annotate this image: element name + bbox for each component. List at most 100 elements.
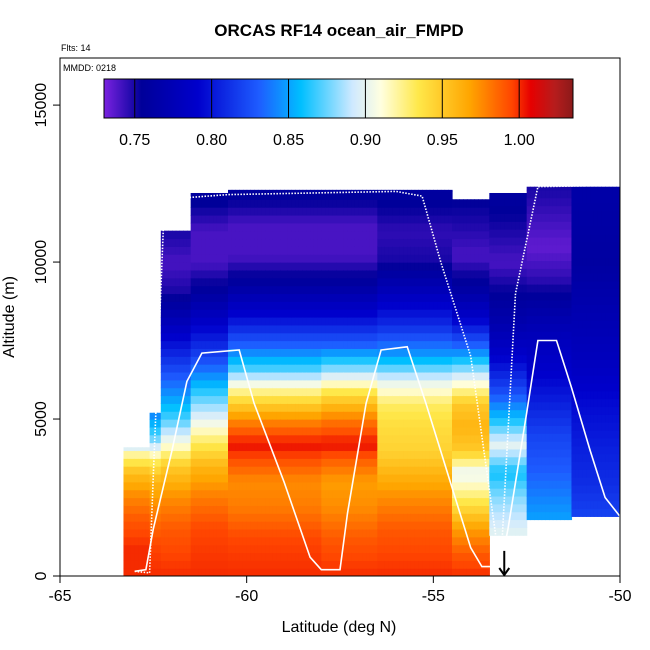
- heatmap-cell: [496, 456, 502, 466]
- heatmap-cell: [332, 552, 337, 561]
- heatmap-cell: [429, 450, 434, 459]
- heatmap-cell: [399, 348, 405, 357]
- heatmap-cell: [508, 448, 513, 458]
- heatmap-cell: [466, 568, 472, 576]
- heatmap-cell: [340, 254, 345, 263]
- heatmap-cell: [437, 348, 442, 357]
- heatmap-cell: [239, 189, 244, 193]
- heatmap-cell: [496, 284, 502, 293]
- heatmap-cell: [265, 395, 270, 404]
- heatmap-cell: [384, 411, 390, 420]
- heatmap-cell: [250, 513, 255, 522]
- heatmap-cell: [526, 511, 531, 521]
- heatmap-cell: [418, 544, 423, 554]
- heatmap-cell: [284, 513, 289, 522]
- heatmap-cell: [508, 323, 513, 332]
- heatmap-cell: [198, 395, 203, 404]
- heatmap-cell: [429, 536, 434, 546]
- heatmap-cell: [295, 379, 300, 389]
- heatmap-cell: [272, 505, 278, 514]
- heatmap-cell: [164, 387, 169, 397]
- heatmap-cell: [231, 254, 237, 263]
- heatmap-cell: [228, 513, 233, 522]
- heatmap-cell: [381, 309, 386, 318]
- heatmap-cell: [414, 262, 419, 271]
- heatmap-cell: [269, 207, 274, 216]
- heatmap-cell: [183, 403, 188, 412]
- heatmap-cell: [276, 309, 281, 318]
- heatmap-cell: [257, 301, 263, 310]
- heatmap-cell: [485, 442, 490, 452]
- heatmap-cell: [228, 528, 233, 538]
- heatmap-cell: [522, 441, 528, 450]
- heatmap-cell: [213, 301, 218, 310]
- heatmap-cell: [295, 199, 300, 208]
- heatmap-cell: [179, 285, 184, 295]
- heatmap-cell: [414, 473, 419, 483]
- heatmap-cell: [123, 560, 128, 569]
- heatmap-cell: [235, 426, 240, 436]
- heatmap-cell: [422, 214, 427, 224]
- heatmap-cell: [455, 214, 461, 224]
- heatmap-cell: [313, 536, 319, 546]
- heatmap-cell: [291, 560, 296, 569]
- heatmap-cell: [321, 489, 326, 499]
- heatmap-cell: [284, 277, 289, 287]
- heatmap-cell: [500, 354, 505, 364]
- heatmap-cell: [142, 513, 147, 522]
- heatmap-cell: [190, 528, 195, 538]
- heatmap-cell: [280, 536, 285, 546]
- heatmap-cell: [310, 207, 315, 216]
- heatmap-cell: [347, 317, 352, 326]
- heatmap-cell: [172, 419, 177, 428]
- heatmap-cell: [183, 324, 188, 334]
- heatmap-cell: [455, 505, 461, 514]
- heatmap-cell: [496, 338, 502, 348]
- heatmap-cell: [220, 285, 225, 295]
- heatmap-cell: [373, 301, 378, 310]
- heatmap-cell: [246, 442, 251, 452]
- heatmap-cell: [354, 309, 360, 318]
- heatmap-cell: [425, 238, 431, 247]
- heatmap-cell: [239, 269, 244, 279]
- heatmap-cell: [437, 332, 442, 342]
- heatmap-cell: [298, 450, 304, 459]
- heatmap-cell: [250, 214, 255, 224]
- heatmap-cell: [407, 403, 412, 412]
- heatmap-cell: [463, 269, 468, 279]
- heatmap-cell: [242, 403, 248, 412]
- heatmap-cell: [459, 387, 464, 397]
- heatmap-cell: [418, 324, 423, 334]
- heatmap-cell: [172, 521, 177, 530]
- heatmap-cell: [407, 332, 412, 342]
- heatmap-cell: [242, 277, 248, 287]
- heatmap-cell: [343, 262, 349, 271]
- heatmap-cell: [384, 371, 390, 381]
- heatmap-cell: [481, 568, 487, 576]
- heatmap-cell: [325, 387, 330, 397]
- heatmap-cell: [369, 301, 375, 310]
- heatmap-cell: [384, 505, 390, 514]
- heatmap-cell: [317, 419, 322, 428]
- heatmap-cell: [362, 544, 367, 554]
- heatmap-cell: [399, 528, 405, 538]
- heatmap-cell: [194, 269, 199, 279]
- heatmap-cell: [474, 230, 479, 240]
- heatmap-cell: [381, 473, 386, 483]
- heatmap-cell: [403, 301, 408, 310]
- heatmap-cell: [228, 356, 233, 365]
- heatmap-cell: [235, 505, 240, 514]
- heatmap-cell: [500, 299, 505, 309]
- heatmap-cell: [336, 254, 341, 263]
- heatmap-cell: [466, 466, 472, 475]
- heatmap-cell: [351, 544, 356, 554]
- heatmap-cell: [489, 393, 494, 403]
- heatmap-cell: [209, 434, 214, 444]
- heatmap-cell: [216, 356, 222, 365]
- heatmap-cell: [369, 191, 375, 200]
- heatmap-cell: [388, 536, 393, 546]
- heatmap-cell: [209, 419, 214, 428]
- heatmap-cell: [508, 378, 513, 387]
- heatmap-cell: [291, 262, 296, 271]
- heatmap-cell: [485, 521, 490, 530]
